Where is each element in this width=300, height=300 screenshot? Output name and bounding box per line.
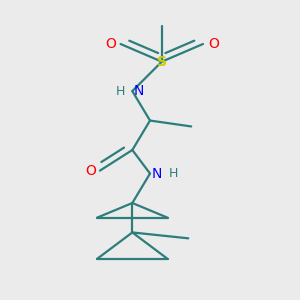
Text: O: O xyxy=(86,164,97,178)
Text: H: H xyxy=(169,167,178,180)
Text: N: N xyxy=(134,84,144,98)
Text: O: O xyxy=(208,37,219,51)
Text: S: S xyxy=(157,55,167,69)
Text: O: O xyxy=(105,37,116,51)
Text: H: H xyxy=(116,85,125,98)
Text: N: N xyxy=(152,167,162,181)
